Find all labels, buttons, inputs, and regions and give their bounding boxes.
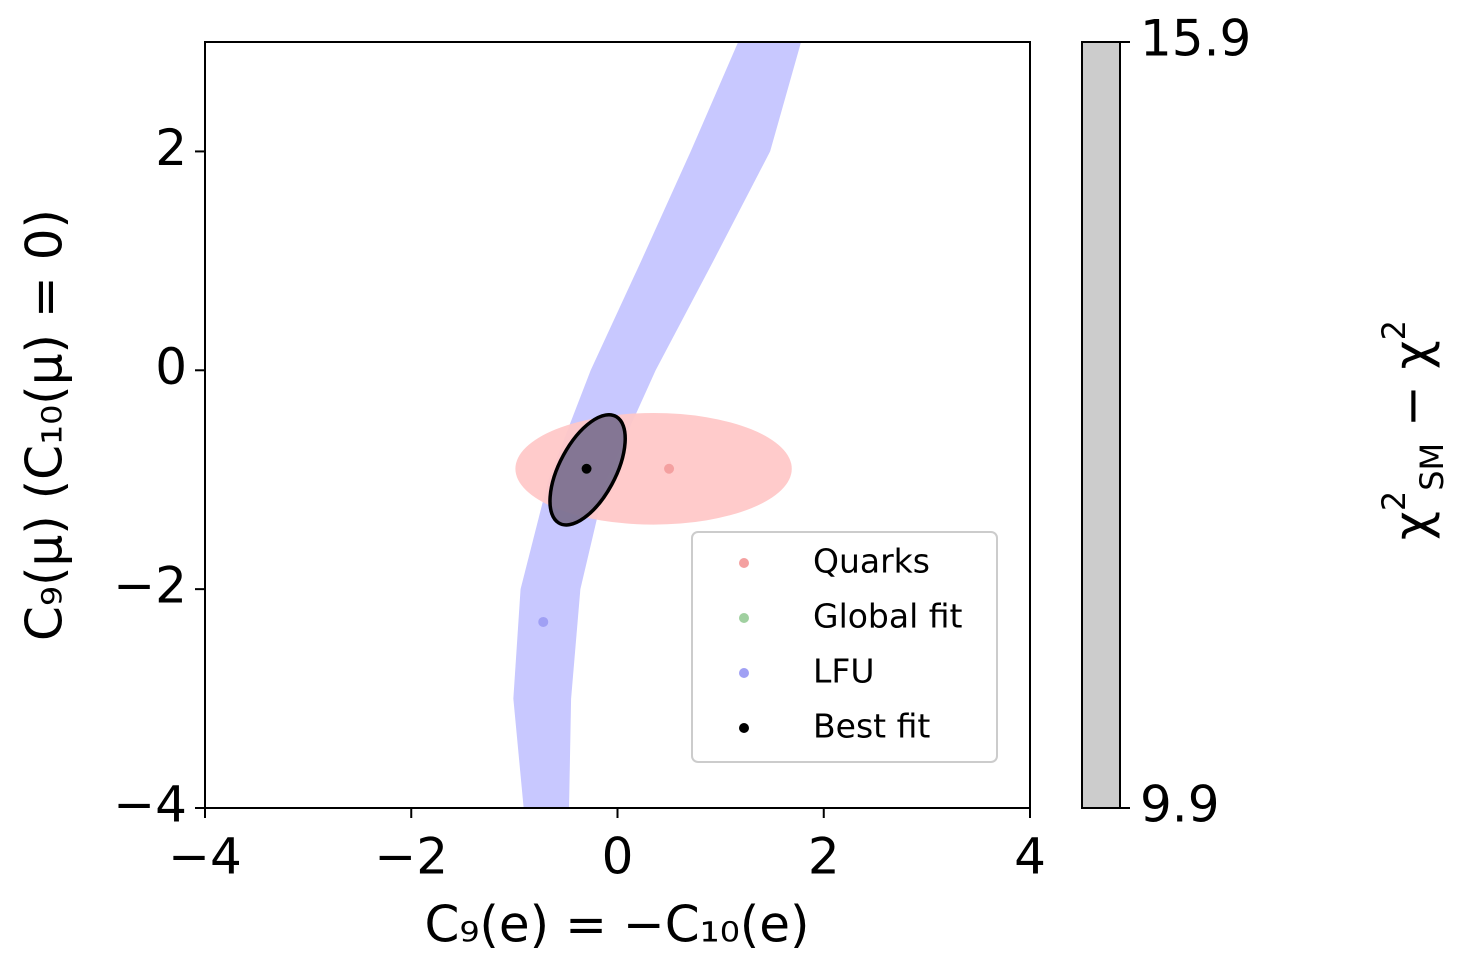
y-tick-label: 0 bbox=[155, 338, 187, 396]
y-tick-label: −4 bbox=[113, 776, 187, 834]
x-tick-label: 0 bbox=[602, 828, 634, 886]
data-point bbox=[538, 616, 549, 627]
legend-label: Quarks bbox=[813, 542, 930, 581]
legend-label: LFU bbox=[813, 652, 875, 691]
y-tick-label: 2 bbox=[155, 119, 187, 177]
legend-label: Global fit bbox=[813, 597, 963, 636]
legend-label: Best fit bbox=[813, 707, 930, 746]
colorbar-label-part: 2 bbox=[1375, 491, 1413, 511]
legend-marker bbox=[739, 668, 749, 678]
y-axis-label: C₉(μ) (C₁₀(μ) = 0) bbox=[16, 209, 74, 641]
data-point bbox=[581, 463, 592, 474]
x-tick-label: −2 bbox=[374, 828, 448, 886]
x-tick-label: −4 bbox=[168, 828, 242, 886]
x-tick-label: 4 bbox=[1014, 828, 1046, 886]
legend-marker bbox=[739, 613, 749, 623]
data-point bbox=[664, 463, 675, 474]
x-axis-label: C₉(e) = −C₁₀(e) bbox=[424, 896, 809, 954]
legend-marker bbox=[739, 723, 749, 733]
colorbar-label-part: − χ bbox=[1383, 340, 1441, 443]
colorbar bbox=[1081, 41, 1121, 809]
x-tick-label: 2 bbox=[808, 828, 840, 886]
legend-box bbox=[691, 531, 998, 763]
plot-area bbox=[513, 42, 801, 808]
colorbar-tick-label: 15.9 bbox=[1140, 10, 1251, 68]
y-tick-label: −2 bbox=[113, 557, 187, 615]
colorbar-label: χ2SM − χ2 bbox=[1375, 320, 1451, 540]
colorbar-label-part: SM bbox=[1413, 443, 1451, 491]
colorbar-tick-label: 9.9 bbox=[1140, 776, 1220, 834]
legend-marker bbox=[739, 558, 749, 568]
colorbar-label-part: χ bbox=[1383, 511, 1441, 540]
colorbar-label-part: 2 bbox=[1375, 320, 1413, 340]
